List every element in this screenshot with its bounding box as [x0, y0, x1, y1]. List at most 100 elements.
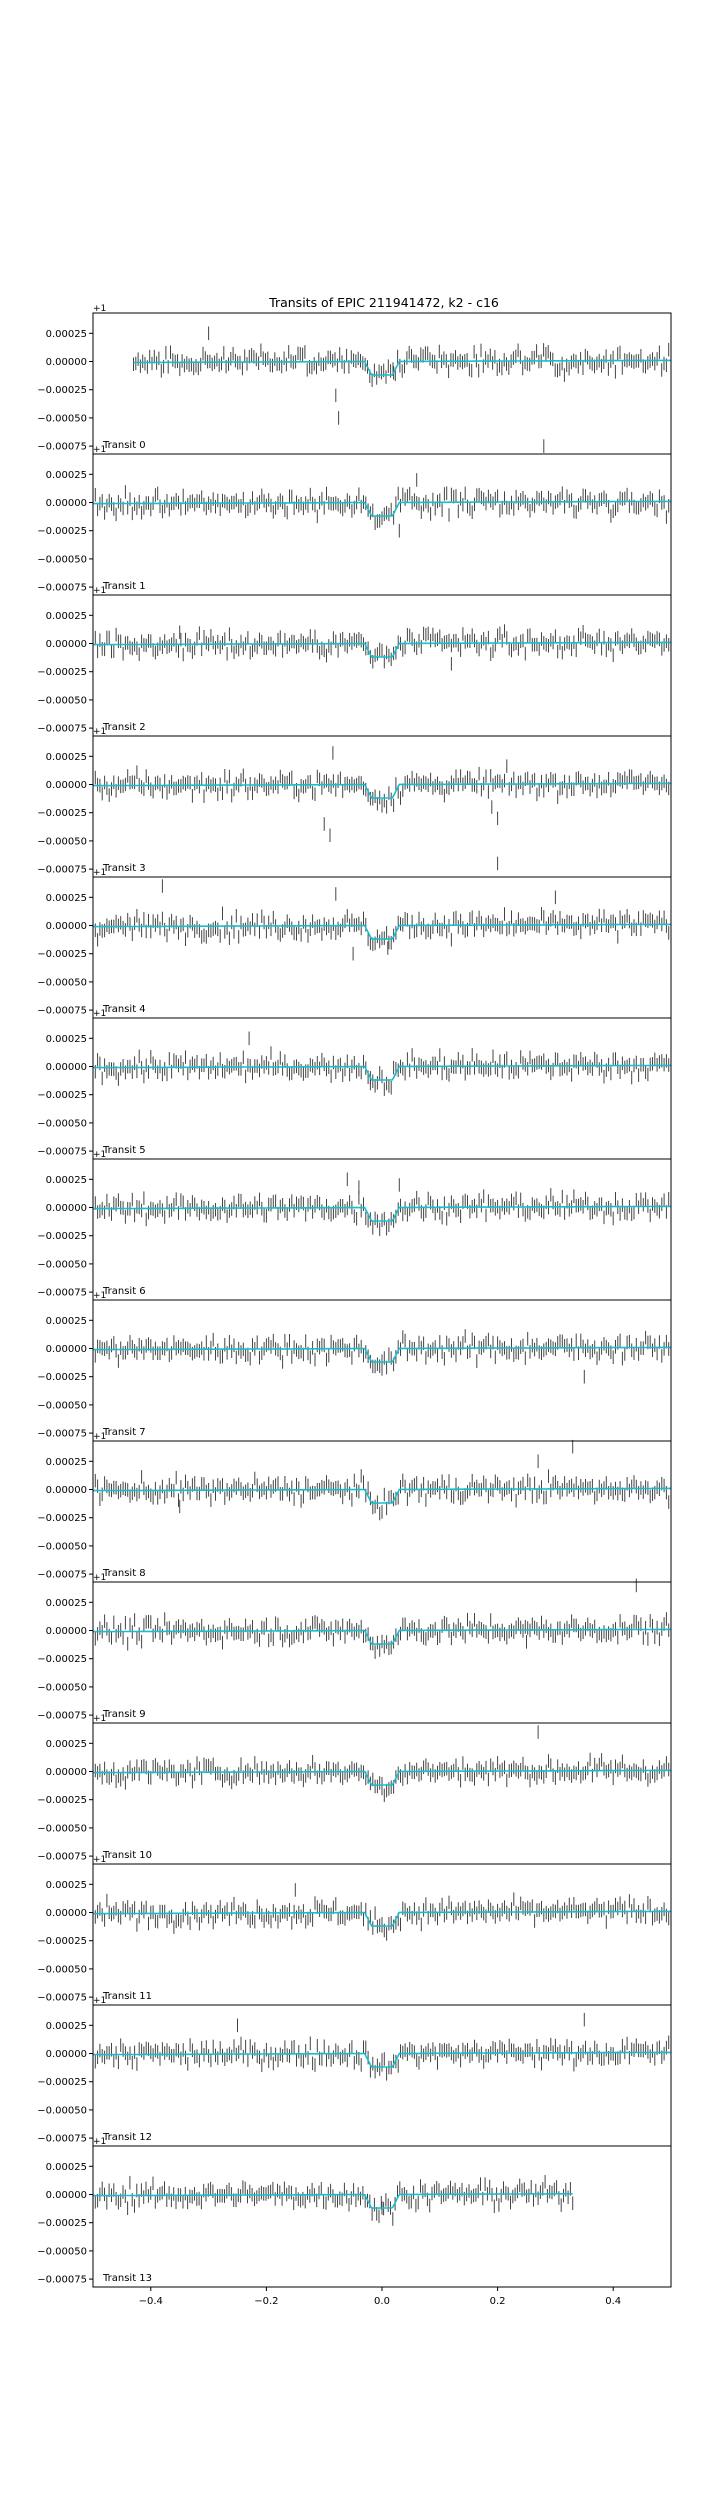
y-tick-label: 0.00000 — [46, 1908, 87, 1919]
transit-panel-10: 0.00025 0.00000 −0.00025 −0.00050 −0.00075 +1… — [37, 1714, 672, 1865]
y-tick-label: −0.00050 — [37, 1964, 87, 1975]
y-offset-label: +1 — [93, 1150, 106, 1160]
y-tick-label: −0.00050 — [37, 695, 87, 706]
transit-panel-6: 0.00025 0.00000 −0.00025 −0.00050 −0.00075 +1… — [37, 1150, 672, 1301]
y-tick-label: −0.00025 — [37, 1231, 87, 1242]
y-tick-label: −0.00050 — [37, 977, 87, 988]
y-tick-label: 0.00025 — [46, 1316, 87, 1327]
transit-label: Transit 2 — [102, 722, 146, 733]
y-tick-label: −0.00075 — [37, 1006, 87, 1017]
panel-frame — [92, 2145, 672, 2288]
y-tick-label: −0.00050 — [37, 554, 87, 565]
transit-model-line — [93, 2051, 671, 2068]
y-offset-label: +1 — [93, 868, 106, 878]
transit-model-line — [93, 2193, 573, 2209]
y-tick-label: −0.00050 — [37, 413, 87, 424]
y-tick-label: −0.00025 — [37, 1513, 87, 1524]
y-tick-label: −0.00050 — [37, 1682, 87, 1693]
y-tick-label: 0.00025 — [46, 1457, 87, 1468]
panel-frame — [92, 1017, 672, 1160]
y-offset-label: +1 — [93, 445, 106, 455]
transit-label: Transit 3 — [102, 863, 146, 874]
y-tick-label: 0.00025 — [46, 611, 87, 622]
transit-label: Transit 11 — [102, 1991, 152, 2002]
y-tick-label: −0.00025 — [37, 1936, 87, 1947]
transit-model-line — [93, 1910, 671, 1927]
transit-model-line — [93, 1628, 671, 1645]
y-offset-label: +1 — [93, 586, 106, 596]
y-tick-label: 0.00000 — [46, 357, 87, 368]
y-tick-label: 0.00025 — [46, 2021, 87, 2032]
x-axis: −0.4 −0.2 0.0 0.2 0.4 — [139, 2287, 621, 2307]
y-tick-label: −0.00050 — [37, 2105, 87, 2116]
transit-panel-0: 0.00025 0.00000 −0.00025 −0.00050 −0.00075 +1… — [37, 304, 672, 455]
y-tick-label: −0.00025 — [37, 2077, 87, 2088]
y-tick-label: 0.00000 — [46, 1767, 87, 1778]
y-tick-label: 0.00025 — [46, 2162, 87, 2173]
y-offset-label: +1 — [93, 1432, 106, 1442]
y-tick-label: −0.00050 — [37, 2246, 87, 2257]
transit-panels: 0.00025 0.00000 −0.00025 −0.00050 −0.00075 +1… — [37, 304, 672, 2288]
transit-panel-11: 0.00025 0.00000 −0.00025 −0.00050 −0.00075 +1… — [37, 1855, 672, 2006]
y-tick-label: −0.00075 — [37, 1429, 87, 1440]
transit-label: Transit 10 — [102, 1850, 152, 1861]
y-tick-label: −0.00075 — [37, 583, 87, 594]
y-tick-label: 0.00025 — [46, 1880, 87, 1891]
transit-label: Transit 9 — [102, 1709, 146, 1720]
y-tick-label: −0.00050 — [37, 1118, 87, 1129]
transit-panel-7: 0.00025 0.00000 −0.00025 −0.00050 −0.00075 +1… — [37, 1291, 672, 1442]
x-tick-label: 0.4 — [605, 2296, 621, 2307]
y-tick-label: −0.00075 — [37, 1147, 87, 1158]
y-tick-label: 0.00025 — [46, 1034, 87, 1045]
y-tick-label: 0.00000 — [46, 1203, 87, 1214]
y-tick-label: 0.00025 — [46, 1598, 87, 1609]
transit-label: Transit 6 — [102, 1286, 146, 1297]
transit-panel-13: 0.00025 0.00000 −0.00025 −0.00050 −0.00075 +1… — [37, 2137, 672, 2288]
y-tick-label: 0.00000 — [46, 780, 87, 791]
y-tick-label: 0.00025 — [46, 470, 87, 481]
transit-model-line — [93, 1064, 671, 1081]
transit-label: Transit 7 — [102, 1427, 146, 1438]
y-offset-label: +1 — [93, 1009, 106, 1019]
x-tick-label: 0.2 — [490, 2296, 506, 2307]
chart-title: Transits of EPIC 211941472, k2 - c16 — [268, 295, 499, 310]
y-tick-label: −0.00075 — [37, 1570, 87, 1581]
y-tick-label: 0.00025 — [46, 1175, 87, 1186]
y-offset-label: +1 — [93, 1855, 106, 1865]
y-tick-label: 0.00000 — [46, 498, 87, 509]
y-tick-label: −0.00025 — [37, 1654, 87, 1665]
y-tick-label: 0.00000 — [46, 2190, 87, 2201]
transit-label: Transit 1 — [102, 581, 146, 592]
y-tick-label: 0.00025 — [46, 329, 87, 340]
transit-model-line — [93, 1205, 671, 1222]
transit-model-line — [93, 1346, 671, 1363]
panel-frame — [92, 876, 672, 1019]
y-tick-label: −0.00050 — [37, 1823, 87, 1834]
y-tick-label: −0.00075 — [37, 2275, 87, 2286]
y-tick-label: −0.00050 — [37, 1400, 87, 1411]
transit-panel-3: 0.00025 0.00000 −0.00025 −0.00050 −0.00075 +1… — [37, 727, 672, 878]
y-tick-label: −0.00025 — [37, 667, 87, 678]
y-offset-label: +1 — [93, 304, 106, 314]
y-tick-label: −0.00050 — [37, 1541, 87, 1552]
y-offset-label: +1 — [93, 1573, 106, 1583]
x-tick-label: −0.4 — [139, 2296, 163, 2307]
panel-frame — [92, 1581, 672, 1724]
y-tick-label: −0.00050 — [37, 1259, 87, 1270]
y-tick-label: −0.00075 — [37, 865, 87, 876]
transit-model-line — [93, 641, 671, 658]
y-tick-label: −0.00075 — [37, 1852, 87, 1863]
transit-label: Transit 0 — [102, 440, 146, 451]
y-tick-label: −0.00075 — [37, 2134, 87, 2145]
transit-panel-12: 0.00025 0.00000 −0.00025 −0.00050 −0.00075 +1… — [37, 1996, 672, 2147]
y-tick-label: −0.00075 — [37, 1711, 87, 1722]
y-tick-label: 0.00025 — [46, 1739, 87, 1750]
y-tick-label: 0.00025 — [46, 893, 87, 904]
y-offset-label: +1 — [93, 2137, 106, 2147]
x-tick-label: 0.0 — [374, 2296, 390, 2307]
transit-model-line — [93, 500, 671, 517]
x-tick-label: −0.2 — [254, 2296, 278, 2307]
y-tick-label: −0.00025 — [37, 949, 87, 960]
y-offset-label: +1 — [93, 1714, 106, 1724]
